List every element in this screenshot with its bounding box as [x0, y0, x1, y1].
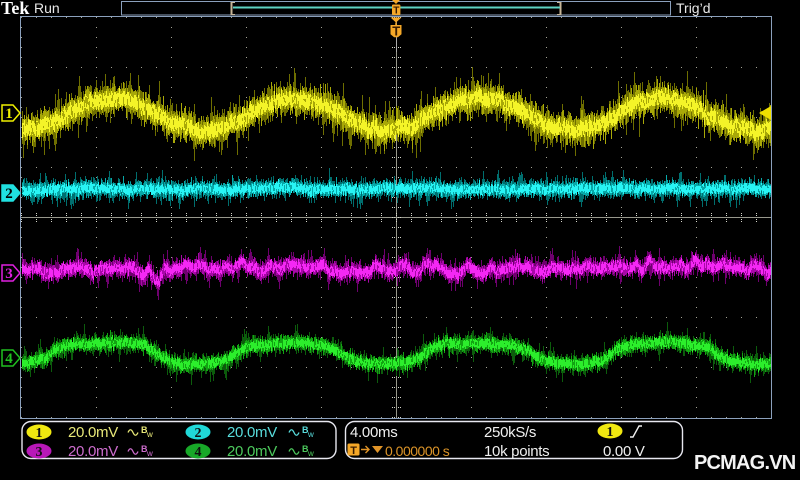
- svg-text:1: 1: [36, 426, 43, 441]
- svg-text:B: B: [302, 425, 309, 435]
- svg-text:1: 1: [5, 106, 13, 122]
- svg-text:PCMAG.VN: PCMAG.VN: [694, 452, 796, 474]
- svg-text:4: 4: [5, 351, 13, 367]
- svg-text:250kS/s: 250kS/s: [484, 424, 536, 441]
- svg-text:B: B: [302, 444, 309, 454]
- svg-text:B: B: [141, 444, 148, 454]
- svg-text:4: 4: [195, 445, 202, 460]
- svg-text:w: w: [146, 430, 153, 439]
- svg-text:w: w: [146, 449, 153, 458]
- svg-text:20.0mV: 20.0mV: [227, 443, 277, 460]
- svg-text:B: B: [141, 425, 148, 435]
- svg-text:T: T: [393, 6, 399, 17]
- svg-text:Tek: Tek: [1, 0, 29, 18]
- svg-text:Trig’d: Trig’d: [676, 0, 711, 16]
- svg-text:w: w: [307, 449, 314, 458]
- svg-text:20.0mV: 20.0mV: [68, 443, 118, 460]
- svg-text:10k points: 10k points: [484, 443, 549, 460]
- svg-text:T: T: [350, 445, 357, 457]
- svg-text:0.000000 s: 0.000000 s: [385, 443, 450, 459]
- svg-text:Run: Run: [34, 0, 60, 16]
- svg-text:2: 2: [5, 186, 13, 202]
- svg-text:w: w: [307, 430, 314, 439]
- svg-text:3: 3: [5, 266, 13, 282]
- svg-text:1: 1: [607, 425, 614, 440]
- svg-text:20.0mV: 20.0mV: [227, 424, 277, 441]
- svg-text:3: 3: [36, 445, 43, 460]
- svg-text:0.00 V: 0.00 V: [603, 443, 645, 460]
- svg-text:2: 2: [195, 426, 202, 441]
- svg-text:T: T: [392, 24, 400, 39]
- svg-text:4.00ms: 4.00ms: [350, 424, 397, 441]
- svg-text:20.0mV: 20.0mV: [68, 424, 118, 441]
